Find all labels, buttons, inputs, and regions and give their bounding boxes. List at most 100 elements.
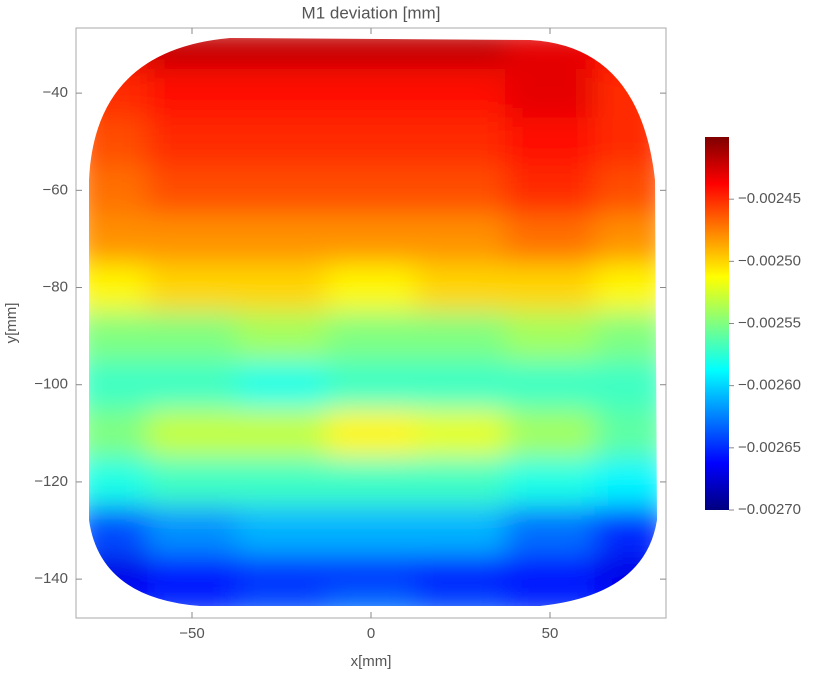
heat-cell [326, 117, 417, 167]
heat-cell [89, 117, 148, 167]
y-axis-label: y[mm] [3, 303, 20, 344]
heat-cell [236, 506, 327, 556]
heat-cell [147, 214, 238, 264]
heat-cell [89, 554, 148, 592]
heat-cell [594, 311, 657, 361]
heat-cell [326, 68, 417, 118]
heat-cell [415, 554, 506, 592]
colorbar [705, 137, 729, 510]
heat-cell [594, 506, 657, 556]
heat-cell [236, 457, 327, 507]
heat-cell [505, 214, 596, 264]
heat-cell [147, 68, 238, 118]
heat-cell [415, 38, 506, 70]
heat-cell [326, 506, 417, 556]
heat-cell [505, 554, 596, 592]
heat-cell [236, 263, 327, 313]
heat-cell [415, 117, 506, 167]
colorbar-tick-label: −0.00255 [738, 314, 801, 331]
field [89, 38, 657, 606]
heat-cell [89, 214, 148, 264]
heat-cell [236, 166, 327, 216]
heat-cell [505, 506, 596, 556]
heat-cell [89, 591, 148, 606]
heat-cell [594, 117, 657, 167]
heat-cell [89, 457, 148, 507]
heat-cell [505, 166, 596, 216]
y-tick-label: −100 [34, 376, 68, 393]
heat-cell [594, 457, 657, 507]
colorbar-tick-label: −0.00250 [738, 252, 801, 269]
heat-cell [326, 214, 417, 264]
heat-cell [505, 38, 596, 70]
heat-cell [89, 409, 148, 459]
heat-cell [326, 457, 417, 507]
heat-cell [326, 409, 417, 459]
heat-cell [326, 360, 417, 410]
heat-cell [415, 409, 506, 459]
field-clip [89, 38, 657, 606]
heat-cell [594, 409, 657, 459]
heat-cell [505, 68, 596, 118]
y-tick-label: −120 [34, 473, 68, 490]
heat-cell [147, 166, 238, 216]
heat-cell [147, 409, 238, 459]
heat-cell [326, 38, 417, 70]
y-tick-label: −40 [43, 84, 68, 101]
heat-cell [147, 263, 238, 313]
heat-cell [505, 263, 596, 313]
heat-cell [89, 360, 148, 410]
heat-cell [89, 506, 148, 556]
heat-cell [505, 409, 596, 459]
heat-cell [594, 591, 657, 606]
heat-cell [236, 554, 327, 592]
heat-cell [236, 591, 327, 606]
heat-cell [505, 311, 596, 361]
heat-cell [326, 554, 417, 592]
heat-cell [236, 38, 327, 70]
heat-cell [236, 68, 327, 118]
heat-cell [415, 68, 506, 118]
y-tick-label: −140 [34, 570, 68, 587]
heat-cell [415, 506, 506, 556]
colorbar-tick-label: −0.00245 [738, 190, 801, 207]
heat-cell [236, 214, 327, 264]
heat-cell [236, 311, 327, 361]
colorbar-tick-label: −0.00270 [738, 501, 801, 518]
heat-cell [415, 591, 506, 606]
x-axis-label: x[mm] [351, 653, 392, 670]
heat-cell [594, 360, 657, 410]
heat-cell [594, 68, 657, 118]
y-tick-label: −80 [43, 278, 68, 295]
heat-cell [594, 554, 657, 592]
heat-cell [415, 360, 506, 410]
colorbar-tick-label: −0.00265 [738, 439, 801, 456]
heat-cell [147, 38, 238, 70]
heat-cell [594, 38, 657, 70]
heat-cell [236, 117, 327, 167]
x-tick-label: −50 [179, 625, 204, 642]
heat-cell [505, 360, 596, 410]
y-tick-label: −60 [43, 181, 68, 198]
heat-cell [326, 591, 417, 606]
heat-cell [326, 166, 417, 216]
heat-cell [147, 457, 238, 507]
heat-cell [147, 554, 238, 592]
heat-cell [89, 166, 148, 216]
heat-cell [147, 117, 238, 167]
heat-cell [505, 457, 596, 507]
heat-cell [505, 117, 596, 167]
chart-title: M1 deviation [mm] [302, 3, 441, 22]
heat-cell [415, 311, 506, 361]
heat-cell [594, 166, 657, 216]
heat-cell [415, 214, 506, 264]
heat-cell [326, 263, 417, 313]
heat-cell [415, 166, 506, 216]
heat-cell [89, 68, 148, 118]
heat-cell [415, 457, 506, 507]
heat-cell [147, 506, 238, 556]
heat-cell [236, 409, 327, 459]
heat-cell [89, 263, 148, 313]
heat-cell [147, 360, 238, 410]
